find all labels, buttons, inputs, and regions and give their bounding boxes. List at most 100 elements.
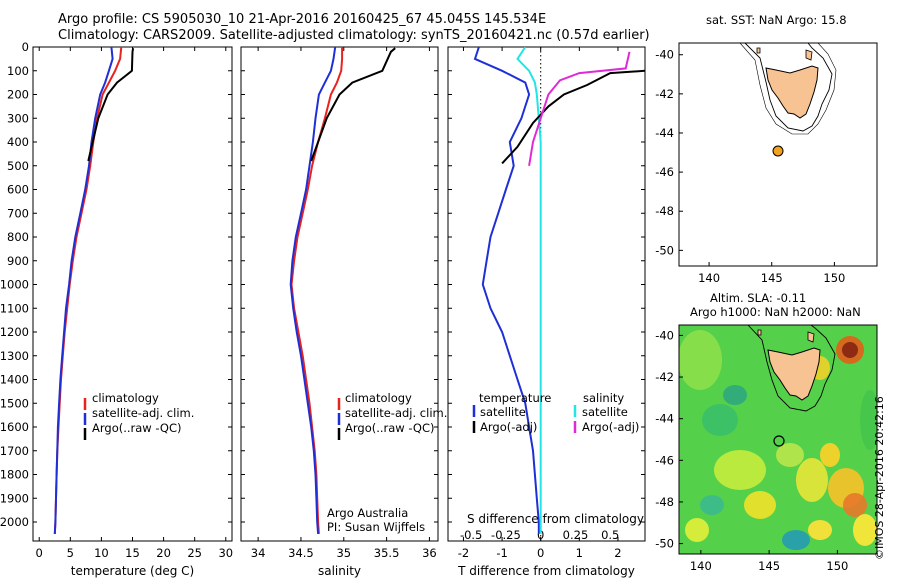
map-y-tick-label: -46 xyxy=(655,453,674,467)
map-x-tick-label: 140 xyxy=(698,271,720,285)
x-tick-label: 15 xyxy=(125,546,140,560)
top-x-tick-label: -0.25 xyxy=(491,528,521,542)
x-tick-label: 35 xyxy=(336,546,351,560)
title-line-1: Argo profile: CS 5905030_10 21-Apr-2016 … xyxy=(58,12,547,27)
x-tick-label: 20 xyxy=(156,546,171,560)
sla-map: Altim. SLA: -0.11 Argo h1000: NaN h2000:… xyxy=(655,291,878,573)
legend-temperature-header: temperature xyxy=(479,391,551,405)
argo-float-marker xyxy=(772,145,784,157)
legend-salinity-header: salinity xyxy=(583,391,624,405)
x-axis-label: T difference from climatology xyxy=(457,564,635,578)
legend-climatology: climatology xyxy=(345,391,412,405)
x-tick-label: 5 xyxy=(67,546,74,560)
annotation-argo-australia: Argo Australia xyxy=(327,506,408,520)
flinders-island xyxy=(805,49,813,61)
series-line-satellite xyxy=(473,47,540,534)
salinity-legend: climatology satellite-adj. clim. Argo(..… xyxy=(327,391,447,534)
sla-king xyxy=(757,329,762,336)
plot-frame xyxy=(240,46,439,542)
sst-map-title: sat. SST: NaN Argo: 15.8 xyxy=(706,13,847,27)
y-tick-label: 1500 xyxy=(0,396,29,410)
plot-frame xyxy=(447,46,646,542)
y-tick-label: 1900 xyxy=(0,491,29,505)
sla-argo-marker xyxy=(773,435,785,447)
y-tick-label: 1000 xyxy=(0,278,29,292)
legend-argo: Argo(..raw -QC) xyxy=(345,421,435,435)
y-tick-label: 900 xyxy=(7,254,29,268)
sla-tasmania xyxy=(767,347,821,401)
legend-temp-satellite: satellite xyxy=(480,405,526,419)
x-tick-label: 2 xyxy=(614,546,621,560)
sla-flinders xyxy=(807,331,815,343)
y-tick-label: 400 xyxy=(7,135,29,149)
map-x-tick-label: 145 xyxy=(761,271,783,285)
series-line-argo-adj- xyxy=(501,69,645,165)
x-tick-label: 25 xyxy=(187,546,202,560)
title-line-2: Climatology: CARS2009. Satellite-adjuste… xyxy=(58,28,650,43)
difference-legend: temperature satellite Argo(-adj) salinit… xyxy=(467,391,644,526)
map-y-tick-label: -50 xyxy=(655,537,674,551)
legend-climatology: climatology xyxy=(92,391,159,405)
y-tick-label: 2000 xyxy=(0,515,29,529)
sst-map: sat. SST: NaN Argo: 15.8 140 145 150 -40 -42… xyxy=(655,13,878,285)
annotation-pi: PI: Susan Wijffels xyxy=(327,520,425,534)
x-tick-label: 0 xyxy=(537,546,544,560)
top-x-tick-label: 0.25 xyxy=(563,528,589,542)
map-x-tick-label: 150 xyxy=(823,271,845,285)
legend-sal-argo: Argo(-adj) xyxy=(582,420,639,434)
map-y-tick-label: -42 xyxy=(655,370,674,384)
y-tick-label: 200 xyxy=(7,88,29,102)
series-line-argo-adj- xyxy=(528,51,631,166)
series-line-satellite xyxy=(516,47,542,534)
series-line-satellite-adj-clim- xyxy=(53,47,114,534)
x-axis-label: salinity xyxy=(318,564,361,578)
series-line-argo-raw-qc- xyxy=(310,47,396,162)
series-line-satellite-adj-clim- xyxy=(289,47,337,534)
map-y-tick-label: -46 xyxy=(655,165,674,179)
x-tick-label: 35.5 xyxy=(374,546,400,560)
sla-title-2: Argo h1000: NaN h2000: NaN xyxy=(690,305,861,319)
map-y-tick-label: -40 xyxy=(655,328,674,342)
temperature-legend: climatology satellite-adj. clim. Argo(..… xyxy=(83,391,194,440)
sla-title-1: Altim. SLA: -0.11 xyxy=(710,291,806,305)
king-island xyxy=(756,47,761,54)
temperature-panel: 0 5 10 15 20 25 300100200300400500600700800900… xyxy=(0,40,233,578)
salinity-panel: 34 34.5 35 35.5 36 salinity xyxy=(240,46,439,578)
x-axis-label: temperature (deg C) xyxy=(71,564,194,578)
x-tick-label: 34.5 xyxy=(288,546,314,560)
y-tick-label: 100 xyxy=(7,64,29,78)
top-xlabel: S difference from climatology xyxy=(467,512,644,526)
y-tick-label: 700 xyxy=(7,206,29,220)
deep-contour xyxy=(739,43,837,135)
y-tick-label: 1400 xyxy=(0,373,29,387)
y-tick-label: 1100 xyxy=(0,301,29,315)
top-x-tick-label: -0.5 xyxy=(460,528,482,542)
x-tick-label: 36 xyxy=(422,546,437,560)
top-x-tick-label: 0.5 xyxy=(601,528,619,542)
map-y-tick-label: -44 xyxy=(655,412,674,426)
x-tick-label: 10 xyxy=(94,546,109,560)
x-tick-label: 30 xyxy=(218,546,233,560)
difference-panel: -2 -1 0 1 2 T difference from climatology -0.5… xyxy=(447,46,646,578)
map-y-tick-label: -44 xyxy=(655,126,674,140)
legend-satellite: satellite-adj. clim. xyxy=(92,406,194,420)
map-y-tick-label: -40 xyxy=(655,48,674,62)
map-y-tick-label: -48 xyxy=(655,204,674,218)
y-tick-label: 500 xyxy=(7,159,29,173)
legend-sal-satellite: satellite xyxy=(582,405,628,419)
x-tick-label: -2 xyxy=(458,546,469,560)
legend-temp-argo: Argo(-adj) xyxy=(480,420,537,434)
x-tick-label: -1 xyxy=(496,546,507,560)
y-tick-label: 300 xyxy=(7,111,29,125)
sla-heatmap-blobs xyxy=(679,330,877,550)
imos-credit: ©IMOS 28-Apr-2016 20:42:16 xyxy=(873,396,886,560)
y-tick-label: 600 xyxy=(7,183,29,197)
map-x-tick-label: 145 xyxy=(758,559,780,573)
y-tick-label: 1800 xyxy=(0,468,29,482)
x-tick-label: 34 xyxy=(251,546,266,560)
legend-argo: Argo(..raw -QC) xyxy=(92,421,182,435)
y-tick-label: 1200 xyxy=(0,325,29,339)
series-line-argo-raw-qc- xyxy=(87,48,135,162)
legend-satellite: satellite-adj. clim. xyxy=(345,406,447,420)
